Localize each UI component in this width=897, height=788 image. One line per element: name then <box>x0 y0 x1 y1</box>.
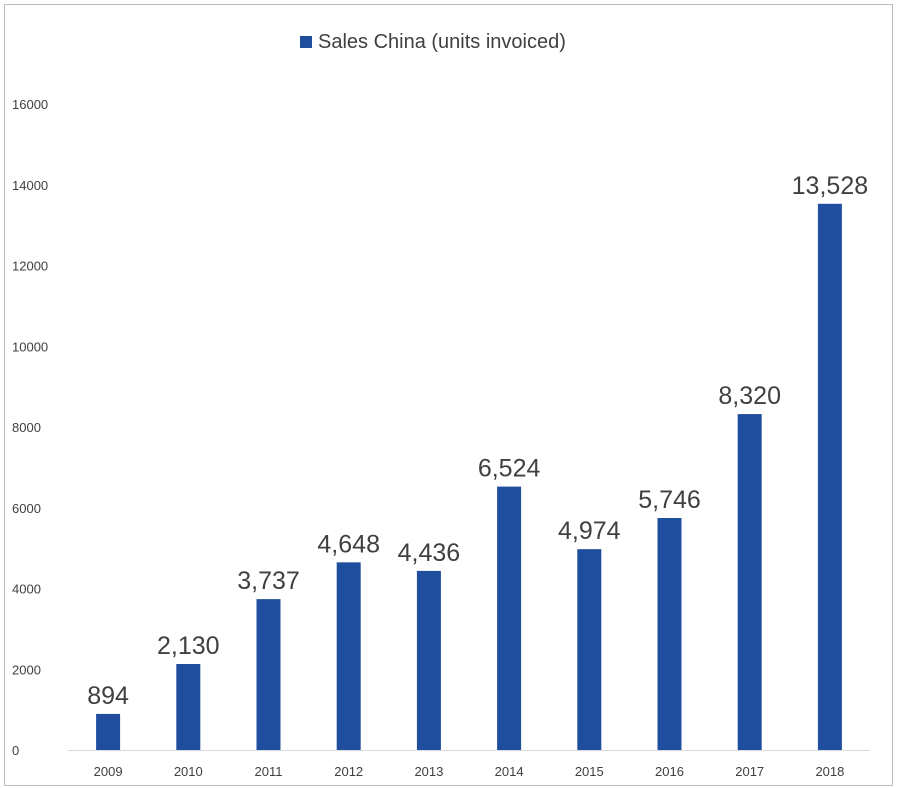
y-tick-label: 6000 <box>12 501 41 516</box>
x-axis: 2009 2010 2011 2012 2013 2014 2015 2016 2017 2018 <box>68 750 870 779</box>
y-tick-label: 12000 <box>12 259 48 274</box>
y-tick-label: 8000 <box>12 420 41 435</box>
bar-2015 <box>577 549 602 750</box>
data-label-2015: 4,974 <box>558 517 621 545</box>
x-tick-label-2014: 2014 <box>495 764 524 779</box>
x-tick-label-2017: 2017 <box>735 764 764 779</box>
data-label-2017: 8,320 <box>718 382 781 410</box>
y-tick-label: 4000 <box>12 582 41 597</box>
bar-2014 <box>497 486 522 750</box>
bars <box>96 203 842 750</box>
bar-2013 <box>416 570 441 750</box>
data-label-2018: 13,528 <box>792 172 868 200</box>
x-tick-label-2009: 2009 <box>94 764 123 779</box>
data-labels: 894 2,130 3,737 4,648 4,436 6,524 4,974 5,746 8,… <box>87 172 868 710</box>
x-tick-label-2013: 2013 <box>414 764 443 779</box>
y-axis: 0 2000 4000 6000 8000 10000 12000 14000 16000 <box>12 97 48 758</box>
x-tick-label-2011: 2011 <box>255 764 283 779</box>
y-tick-label: 16000 <box>12 97 48 112</box>
legend: Sales China (units invoiced) <box>300 31 566 53</box>
y-tick-label: 0 <box>12 743 19 758</box>
legend-swatch <box>300 36 312 48</box>
data-label-2012: 4,648 <box>317 530 380 558</box>
x-tick-label-2012: 2012 <box>334 764 363 779</box>
data-label-2010: 2,130 <box>157 632 220 660</box>
bar-2009 <box>96 713 121 750</box>
legend-label: Sales China (units invoiced) <box>318 31 566 53</box>
x-tick-label-2010: 2010 <box>174 764 203 779</box>
data-label-2014: 6,524 <box>478 455 541 483</box>
y-tick-label: 10000 <box>12 339 48 354</box>
bar-2016 <box>657 518 682 750</box>
data-label-2013: 4,436 <box>398 539 461 567</box>
bar-2011 <box>256 599 281 750</box>
data-label-2011: 3,737 <box>237 567 300 595</box>
y-tick-label: 2000 <box>12 662 41 677</box>
bar-2010 <box>176 664 201 750</box>
data-label-2016: 5,746 <box>638 486 701 514</box>
x-tick-label-2018: 2018 <box>815 764 844 779</box>
x-tick-label-2015: 2015 <box>575 764 604 779</box>
data-label-2009: 894 <box>87 682 129 710</box>
y-tick-label: 14000 <box>12 178 48 193</box>
bar-2012 <box>336 562 361 750</box>
x-tick-label-2016: 2016 <box>655 764 684 779</box>
bar-2017 <box>737 414 762 750</box>
bar-2018 <box>817 203 842 750</box>
